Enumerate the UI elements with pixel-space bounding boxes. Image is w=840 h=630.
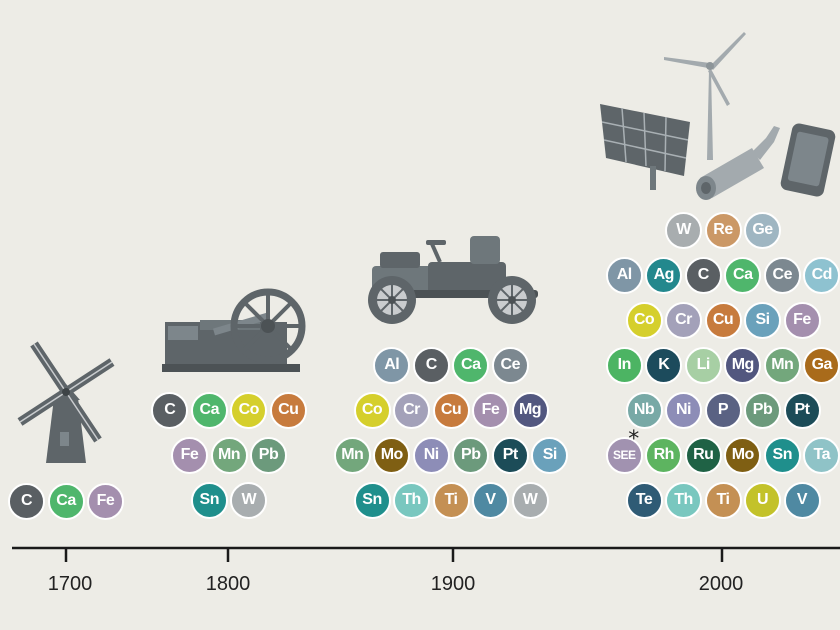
element-ni-2000: Ni: [665, 391, 702, 429]
element-cr-1900: Cr: [393, 391, 430, 429]
element-ce-2000: Ce: [763, 256, 801, 294]
element-c-1700: C: [8, 482, 45, 520]
element-nb-2000: Nb: [625, 391, 663, 429]
element-pb-1900: Pb: [452, 436, 490, 474]
element-cu-1800: Cu: [269, 391, 307, 429]
element-te-2000: Te: [625, 481, 663, 519]
element-fe-2000: Fe: [783, 301, 821, 339]
element-in-2000: In: [605, 346, 643, 384]
element-ge-2000: Ge: [744, 211, 781, 249]
windmill-icon: [17, 341, 115, 463]
element-pb-2000: Pb: [744, 391, 781, 429]
element-cu-2000: Cu: [704, 301, 742, 339]
element-co-1800: Co: [230, 391, 268, 429]
element-co-2000: Co: [625, 301, 663, 339]
element-w-1900: W: [511, 481, 549, 519]
element-ni-1900: Ni: [412, 436, 450, 474]
element-al-2000: Al: [605, 256, 643, 294]
element-ti-1900: Ti: [432, 481, 470, 519]
element-ga-2000: Ga: [803, 346, 840, 384]
element-ta-2000: Ta: [803, 436, 840, 474]
front-wheel: [368, 276, 416, 324]
element-fe-1700: Fe: [87, 482, 124, 520]
element-pb-1800: Pb: [250, 436, 287, 474]
year-label-2000: 2000: [698, 573, 744, 595]
element-ti-2000: Ti: [704, 481, 742, 519]
element-cu-1900: Cu: [432, 391, 470, 429]
year-label-1800: 1800: [205, 573, 251, 595]
element-rh-2000: Rh: [645, 436, 683, 474]
element-pt-1900: Pt: [491, 436, 529, 474]
element-ce-1900: Ce: [491, 346, 529, 384]
element-th-1900: Th: [393, 481, 430, 519]
smartphone-icon: [780, 123, 836, 197]
year-label-1900: 1900: [430, 573, 476, 595]
element-sn-1800: Sn: [190, 481, 228, 519]
element-re-2000: Re: [704, 211, 742, 249]
element-c-1800: C: [151, 391, 189, 429]
element-si-1900: Si: [531, 436, 569, 474]
element-mn-1900: Mn: [333, 436, 371, 474]
element-al-1900: Al: [373, 346, 411, 384]
element-ru-2000: Ru: [684, 436, 722, 474]
steam-engine-icon: [162, 288, 306, 372]
element-cr-2000: Cr: [665, 301, 702, 339]
element-v-1900: V: [472, 481, 509, 519]
element-mn-2000: Mn: [763, 346, 801, 384]
element-mo-2000: Mo: [724, 436, 762, 474]
year-label-1700: 1700: [47, 573, 93, 595]
element-ca-1700: Ca: [47, 482, 85, 520]
element-ag-2000: Ag: [645, 256, 683, 294]
element-li-2000: Li: [684, 346, 722, 384]
solar-panel-icon: [600, 104, 690, 190]
element-mn-1800: Mn: [210, 436, 248, 474]
car-icon: [368, 236, 538, 324]
element-co-1900: Co: [353, 391, 391, 429]
element-cd-2000: Cd: [803, 256, 840, 294]
rear-wheel: [488, 276, 536, 324]
element-si-2000: Si: [744, 301, 781, 339]
element-fe-1900: Fe: [472, 391, 509, 429]
element-fe-1800: Fe: [171, 436, 208, 474]
element-sn-1900: Sn: [353, 481, 391, 519]
element-ca-1800: Ca: [190, 391, 228, 429]
element-ca-1900: Ca: [452, 346, 490, 384]
element-pt-2000: Pt: [783, 391, 821, 429]
element-ca-2000: Ca: [724, 256, 762, 294]
element-mg-1900: Mg: [511, 391, 549, 429]
element-th-2000: Th: [665, 481, 702, 519]
element-u-2000: U: [744, 481, 781, 519]
element-p-2000: P: [704, 391, 742, 429]
element-k-2000: K: [645, 346, 683, 384]
element-mo-1900: Mo: [373, 436, 411, 474]
footnote-asterisk: *: [628, 427, 640, 452]
element-c-1900: C: [412, 346, 450, 384]
wind-turbine-icon: [664, 32, 746, 160]
element-mg-2000: Mg: [724, 346, 762, 384]
element-v-2000: V: [783, 481, 821, 519]
element-w-1800: W: [230, 481, 268, 519]
element-w-2000: W: [665, 211, 702, 249]
element-see-2000: SEE: [605, 436, 643, 474]
exhaust-pipe-icon: [696, 126, 780, 200]
element-c-2000: C: [684, 256, 722, 294]
element-sn-2000: Sn: [763, 436, 801, 474]
